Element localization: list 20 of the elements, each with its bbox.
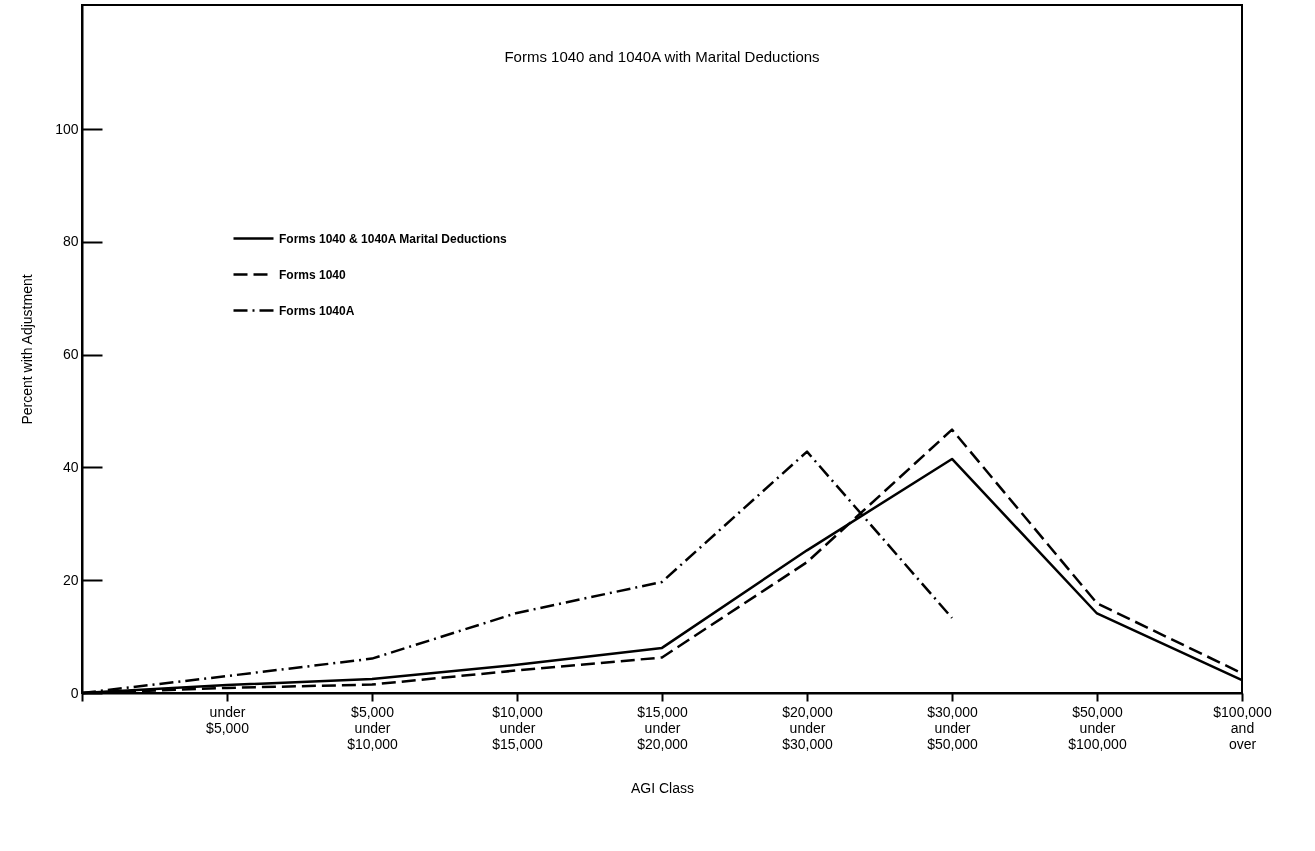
x-tick-label: $15,000 under $20,000: [637, 703, 689, 752]
x-tick-label: under $5,000: [206, 703, 250, 736]
x-axis-title: AGI Class: [630, 779, 695, 796]
x-tick-label: $30,000 under $50,000: [927, 703, 979, 752]
y-tick-label: 20: [62, 571, 79, 588]
y-tick-label: 100: [55, 120, 79, 137]
y-tick-label: 80: [62, 233, 79, 250]
x-tick-label: $5,000 under $10,000: [347, 703, 399, 752]
legend-label: Forms 1040 & 1040A Marital Deductions: [279, 231, 507, 246]
legend-label: Forms 1040: [279, 267, 347, 282]
y-axis-title: Percent with Adjustment: [19, 274, 36, 425]
legend-label: Forms 1040A: [279, 303, 355, 318]
y-tick-label: 40: [62, 458, 79, 475]
y-tick-label: 0: [70, 684, 79, 701]
x-tick-label: $20,000 under $30,000: [782, 703, 834, 752]
x-tick-label: $50,000 under $100,000: [1068, 703, 1127, 752]
y-tick-label: 60: [62, 346, 79, 363]
text: Forms 1040 and 1040A with Marital Deductions: [504, 48, 820, 65]
x-tick-label: $10,000 under $15,000: [492, 703, 544, 752]
x-tick-label: $100,000 and over: [1213, 703, 1272, 752]
